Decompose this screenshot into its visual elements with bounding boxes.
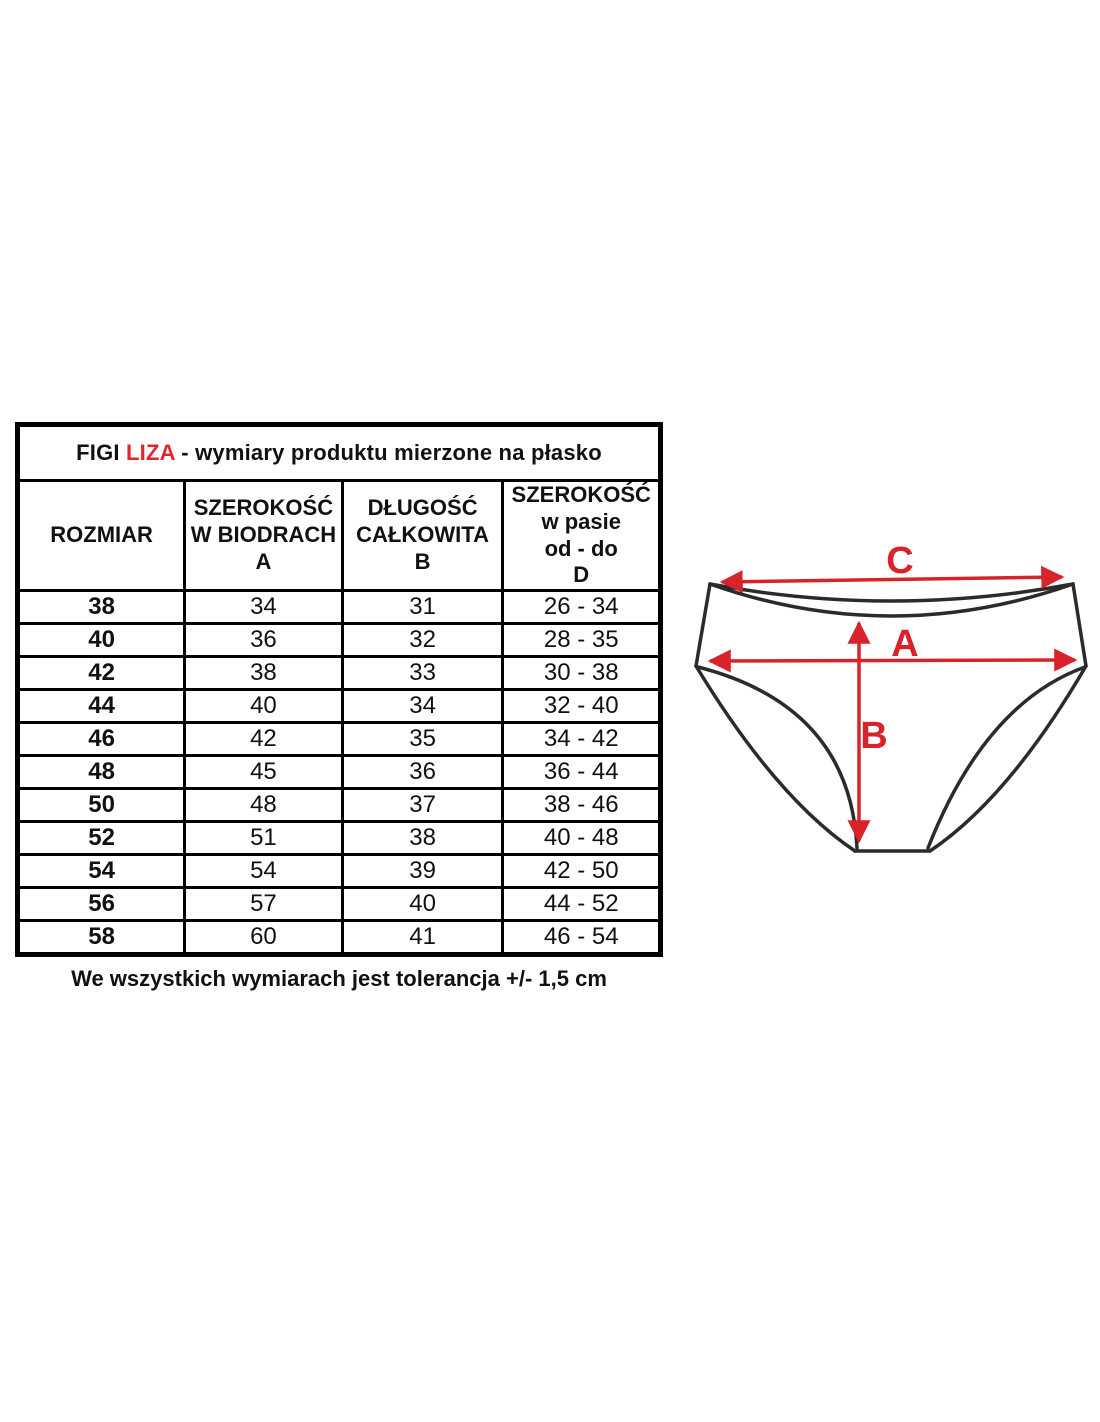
table-row: 42 38 33 30 - 38: [15, 655, 662, 692]
table-row: 50 48 37 38 - 46: [15, 787, 662, 824]
right-leg-curve: [926, 665, 1087, 850]
waistband-top-curve: [708, 582, 1075, 603]
table-row: 46 42 35 34 - 42: [15, 721, 662, 758]
header-line: D: [573, 562, 590, 588]
waist-range-cell: 26 - 34: [501, 589, 662, 626]
waist-range-cell: 42 - 50: [501, 853, 662, 890]
tolerance-note: We wszystkich wymiarach jest tolerancja …: [71, 966, 607, 991]
waist-range-cell: 44 - 52: [501, 886, 662, 923]
hip-width-cell: 54: [183, 853, 344, 890]
waist-range-cell: 32 - 40: [501, 688, 662, 725]
waist-range-cell: 46 - 54: [501, 919, 662, 957]
size-chart-table: FIGI LIZA - wymiary produktu mierzone na…: [15, 422, 663, 958]
right-side-edge: [1071, 582, 1088, 668]
hip-width-cell: 42: [183, 721, 344, 758]
header-line: SZEROKOŚĆ: [193, 495, 334, 521]
column-header-szerokosc-pas: SZEROKOŚĆ w pasie od - do D: [501, 478, 662, 593]
column-header-szerokosc-biodra: SZEROKOŚĆ W BIODRACH A: [183, 478, 344, 593]
measurement-diagram: C A B: [694, 540, 1088, 853]
hip-width-cell: 34: [183, 589, 344, 626]
size-cell: 46: [15, 721, 187, 758]
left-leg-curve: [696, 665, 859, 850]
header-line: W BIODRACH: [190, 522, 337, 548]
product-type-label: FIGI: [76, 440, 120, 465]
size-cell: 56: [15, 886, 187, 923]
total-length-cell: 33: [340, 655, 505, 692]
label-c: C: [886, 540, 913, 582]
waist-range-cell: 36 - 44: [501, 754, 662, 791]
right-outer-edge: [928, 664, 1088, 853]
waist-range-cell: 30 - 38: [501, 655, 662, 692]
total-length-cell: 37: [340, 787, 505, 824]
table-row: 54 54 39 42 - 50: [15, 853, 662, 890]
total-length-cell: 34: [340, 688, 505, 725]
header-line: B: [414, 549, 431, 575]
header-line: SZEROKOŚĆ: [511, 482, 651, 507]
hip-width-cell: 40: [183, 688, 344, 725]
size-cell: 52: [15, 820, 187, 857]
size-cell: 40: [15, 622, 187, 659]
waistband-bottom-curve: [708, 582, 1075, 618]
hip-width-cell: 60: [183, 919, 344, 957]
size-cell: 44: [15, 688, 187, 725]
table-row: 48 45 36 36 - 44: [15, 754, 662, 791]
brand-name: LIZA: [126, 440, 175, 465]
total-length-cell: 40: [340, 886, 505, 923]
hip-width-cell: 38: [183, 655, 344, 692]
header-line: od - do: [544, 535, 618, 561]
hip-width-cell: 48: [183, 787, 344, 824]
hip-width-cell: 57: [183, 886, 344, 923]
table-row: 38 34 31 26 - 34: [15, 589, 662, 626]
total-length-cell: 39: [340, 853, 505, 890]
table-row: 40 36 32 28 - 35: [15, 622, 662, 659]
table-row: 52 51 38 40 - 48: [15, 820, 662, 857]
left-side-edge: [694, 582, 712, 668]
hip-width-cell: 51: [183, 820, 344, 857]
total-length-cell: 31: [340, 589, 505, 626]
left-outer-edge: [694, 664, 857, 853]
header-line: DŁUGOŚĆ: [367, 495, 478, 521]
label-b: B: [860, 715, 887, 757]
measurement-arrows: [707, 565, 1078, 844]
measure-arrow-c: [719, 565, 1065, 594]
table-header-row: ROZMIAR SZEROKOŚĆ W BIODRACH A DŁUGOŚĆ C…: [15, 478, 662, 593]
waist-range-cell: 38 - 46: [501, 787, 662, 824]
table-title: FIGI LIZA - wymiary produktu mierzone na…: [16, 423, 662, 482]
size-cell: 50: [15, 787, 187, 824]
waist-range-cell: 28 - 35: [501, 622, 662, 659]
header-line: ROZMIAR: [50, 522, 153, 548]
measure-arrow-a: [707, 648, 1078, 673]
size-cell: 48: [15, 754, 187, 791]
waist-range-cell: 34 - 42: [501, 721, 662, 758]
table-row: 44 40 34 32 - 40: [15, 688, 662, 725]
total-length-cell: 36: [340, 754, 505, 791]
size-cell: 38: [15, 589, 187, 626]
waist-range-cell: 40 - 48: [501, 820, 662, 857]
label-a: A: [891, 623, 918, 665]
total-length-cell: 32: [340, 622, 505, 659]
hip-width-cell: 36: [183, 622, 344, 659]
header-line: A: [255, 549, 272, 575]
table-title-suffix: - wymiary produktu mierzone na płasko: [181, 440, 602, 465]
column-header-dlugosc: DŁUGOŚĆ CAŁKOWITA B: [340, 478, 505, 593]
column-header-rozmiar: ROZMIAR: [15, 478, 187, 593]
table-row: 58 60 41 46 - 54: [15, 919, 662, 957]
size-cell: 54: [15, 853, 187, 890]
table-row: 56 57 40 44 - 52: [15, 886, 662, 923]
hip-width-cell: 45: [183, 754, 344, 791]
size-cell: 42: [15, 655, 187, 692]
total-length-cell: 38: [340, 820, 505, 857]
table-title-row: FIGI LIZA - wymiary produktu mierzone na…: [16, 423, 662, 482]
total-length-cell: 35: [340, 721, 505, 758]
total-length-cell: 41: [340, 919, 505, 957]
header-line: w pasie: [541, 508, 621, 534]
size-cell: 58: [15, 919, 187, 957]
header-line: CAŁKOWITA: [356, 522, 489, 548]
